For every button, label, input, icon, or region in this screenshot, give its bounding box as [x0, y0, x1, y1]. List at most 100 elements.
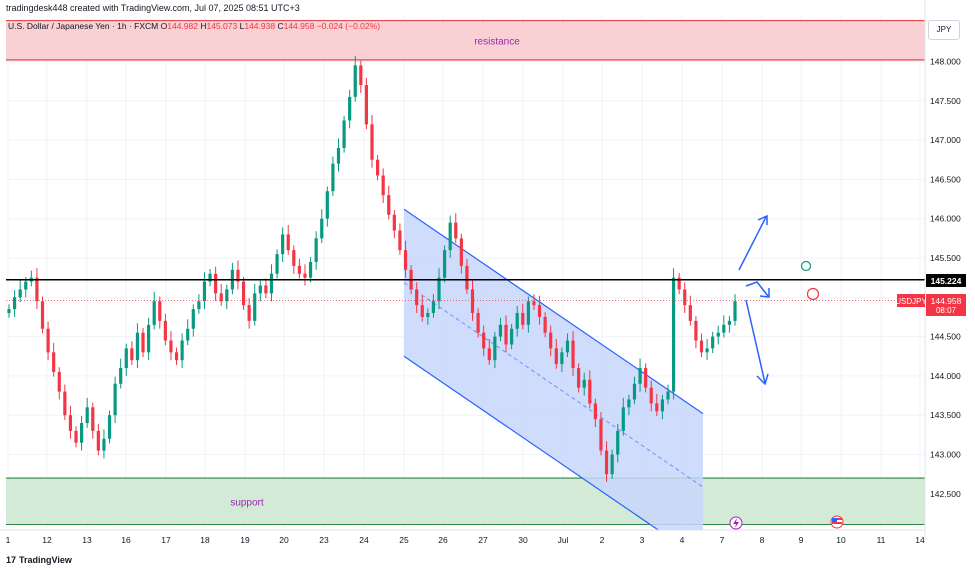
projection-arrows[interactable]: [738, 214, 770, 386]
time-axis[interactable]: 1 12 13 16 17 18 19 20 23 24 25 26 27 30 Jul 2 3 4 7 8 9 10 11…: [6, 535, 925, 545]
candle-body: [68, 415, 73, 431]
us-flag-event-icon[interactable]: [830, 515, 844, 529]
candle-body: [705, 348, 709, 353]
arrow-small: [745, 281, 770, 298]
tradingview-logo-icon: 17: [6, 555, 17, 565]
support-zone: [6, 478, 925, 525]
x-tick-label: 9: [799, 535, 804, 545]
candle-body: [297, 265, 301, 274]
channel-mid-line: [403, 282, 704, 488]
channel-upper-line[interactable]: [403, 208, 704, 415]
y-tick-label: 147.500: [930, 96, 961, 106]
candle-body: [515, 313, 519, 329]
currency-label[interactable]: JPY: [928, 20, 960, 40]
candle-body: [733, 301, 737, 321]
x-tick-label: 17: [161, 535, 171, 545]
candle-body: [247, 305, 251, 321]
candle-body: [610, 454, 614, 475]
candle-body: [147, 324, 151, 353]
y-tick-label: 142.500: [930, 489, 961, 499]
descending-channel[interactable]: [404, 209, 703, 530]
lightning-event-icon[interactable]: [729, 516, 743, 530]
candle-body: [526, 301, 530, 325]
candle-body: [577, 368, 581, 388]
candle-body: [711, 336, 715, 349]
low-value: 144.938: [244, 21, 276, 31]
candle-body: [532, 301, 536, 306]
candle-body: [716, 332, 720, 337]
candle-body: [699, 340, 704, 353]
candle-body: [141, 332, 145, 353]
candle-body: [549, 332, 553, 349]
x-tick-label: 7: [720, 535, 725, 545]
candle-body: [593, 403, 597, 420]
level-price-tag: 145.224: [926, 274, 966, 287]
candle-body: [443, 250, 447, 278]
candle-body: [314, 238, 318, 262]
candle-body: [476, 313, 480, 333]
instrument-label: U.S. Dollar / Japanese Yen · 1h · FXCM: [8, 21, 159, 31]
y-tick-label: 146.500: [930, 174, 961, 184]
candle-body: [124, 348, 128, 369]
creator-caption: tradingdesk448 created with TradingView.…: [6, 3, 300, 13]
candle-body: [660, 399, 664, 412]
svg-text:08:07: 08:07: [936, 306, 957, 315]
change-value: −0.024 (−0.02%): [316, 21, 381, 31]
candle-body: [52, 352, 56, 372]
candle-body: [543, 316, 547, 333]
candle-body: [493, 336, 497, 361]
svg-text:144.958: 144.958: [931, 296, 962, 306]
y-tick-label: 144.000: [930, 371, 961, 381]
candle-body: [487, 348, 491, 361]
candle-body: [498, 324, 503, 337]
candle-body: [465, 265, 469, 290]
x-tick-label: 13: [82, 535, 92, 545]
candle-body: [638, 368, 642, 384]
red-marker-icon: [806, 287, 820, 301]
x-tick-label: 3: [640, 535, 645, 545]
candle-body: [510, 328, 514, 345]
candle-body: [258, 285, 262, 294]
candle-body: [113, 383, 117, 416]
candle-body: [202, 281, 207, 302]
candle-body: [325, 191, 329, 219]
candle-body: [85, 407, 89, 424]
candle-body: [727, 320, 732, 325]
candle-body: [632, 383, 637, 400]
candle-body: [186, 328, 190, 341]
arrow-up: [738, 214, 768, 271]
ohlc-legend: U.S. Dollar / Japanese Yen · 1h · FXCM O…: [8, 21, 380, 31]
x-tick-label: 11: [877, 535, 886, 545]
candle-body: [599, 419, 603, 451]
candle-body: [604, 450, 609, 475]
arrow-down: [745, 299, 769, 386]
candle-body: [459, 238, 463, 266]
candle-body: [426, 313, 430, 317]
candle-body: [683, 289, 687, 306]
candle-body: [370, 124, 374, 160]
candle-body: [96, 430, 100, 451]
candle-body: [80, 423, 84, 443]
x-tick-label: 20: [279, 535, 289, 545]
candle-body: [180, 340, 184, 361]
x-tick-label: 1: [6, 535, 11, 545]
candle-body: [214, 273, 218, 294]
x-tick-label: 10: [836, 535, 846, 545]
candle-body: [582, 379, 586, 388]
y-tick-label: 146.000: [930, 214, 961, 224]
candle-body: [225, 289, 229, 302]
x-tick-label: 30: [518, 535, 528, 545]
channel-lower-line[interactable]: [403, 355, 659, 531]
y-tick-label: 144.500: [930, 332, 961, 342]
close-value: 144.958: [283, 21, 315, 31]
x-tick-label: 4: [680, 535, 685, 545]
candle-body: [152, 301, 156, 325]
candle-body: [655, 403, 659, 412]
close-label: C: [277, 21, 284, 31]
x-tick-label: 12: [42, 535, 52, 545]
candle-body: [35, 277, 39, 302]
candle-body: [320, 218, 324, 239]
high-value: 145.073: [206, 21, 238, 31]
y-tick-label: 143.500: [930, 410, 961, 420]
